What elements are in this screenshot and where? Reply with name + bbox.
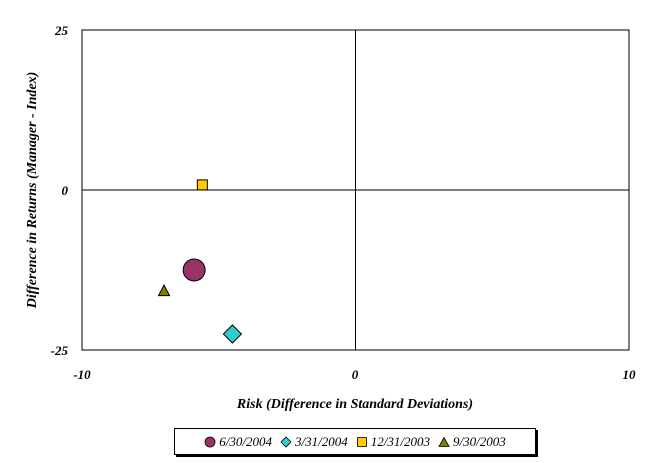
y-axis-title: Difference in Returns (Manager - Index) bbox=[25, 72, 40, 310]
data-points bbox=[157, 179, 243, 344]
triangle-marker-icon bbox=[438, 436, 450, 447]
legend-label: 3/31/2004 bbox=[295, 433, 348, 449]
data-point-circle bbox=[182, 258, 206, 282]
legend-item: 6/30/2004 bbox=[204, 434, 272, 450]
legend-label: 9/30/2003 bbox=[452, 433, 506, 449]
diamond-marker-icon bbox=[280, 435, 292, 448]
data-point-diamond bbox=[222, 324, 243, 344]
x-tick-label: 0 bbox=[352, 367, 359, 382]
y-tick-label: 0 bbox=[62, 183, 69, 198]
legend-label: 12/31/2003 bbox=[370, 433, 430, 449]
legend-label: 6/30/2004 bbox=[219, 433, 273, 449]
legend-item: 12/31/2003 bbox=[356, 434, 430, 450]
x-axis-title: Risk (Difference in Standard Deviations) bbox=[236, 397, 473, 412]
y-tick-label: -25 bbox=[51, 343, 69, 358]
x-tick-label: 10 bbox=[623, 367, 637, 382]
circle-marker-icon bbox=[204, 436, 216, 447]
data-point-square bbox=[196, 179, 208, 191]
legend-item: 9/30/2003 bbox=[438, 434, 506, 450]
legend: 6/30/2004 3/31/2004 12/31/2003 9/30/2003 bbox=[174, 428, 536, 455]
legend-item: 3/31/2004 bbox=[280, 434, 348, 450]
data-point-triangle bbox=[157, 284, 171, 297]
square-marker-icon bbox=[356, 436, 367, 447]
x-tick-label: -10 bbox=[73, 367, 91, 382]
y-tick-label: 25 bbox=[54, 23, 69, 38]
